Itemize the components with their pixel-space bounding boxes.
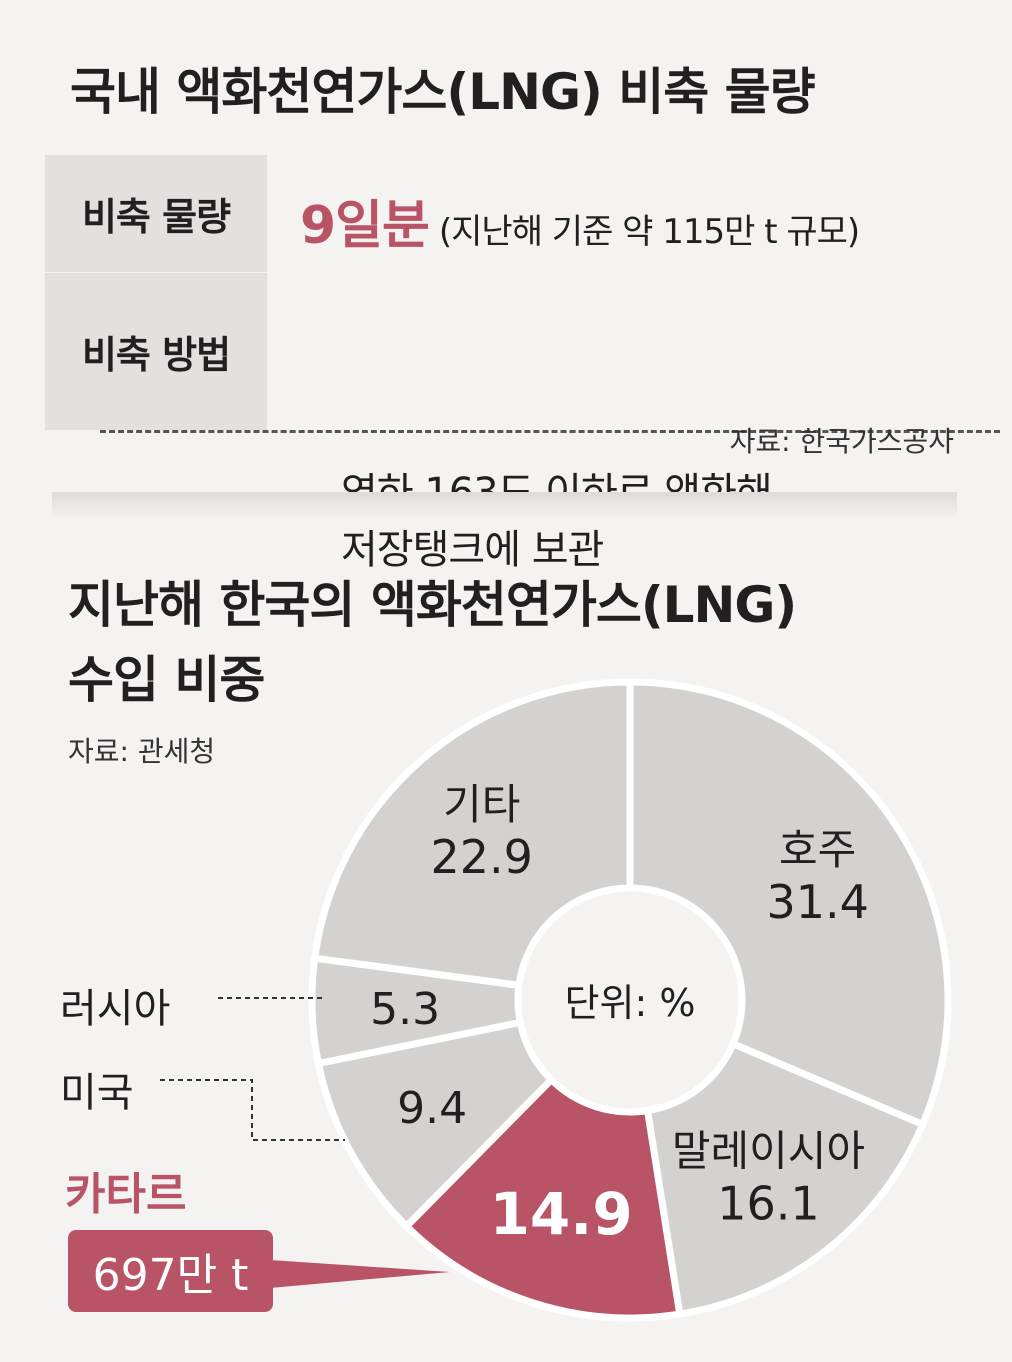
storage-days: 9일분 — [300, 196, 430, 256]
chart-unit-label: 단위: % — [565, 981, 696, 1025]
slice-2 — [401, 1074, 684, 1322]
slice-value-1: 16.1 — [717, 1176, 819, 1230]
slice-0 — [626, 678, 952, 1130]
source-note-2: 자료: 관세청 — [68, 735, 216, 768]
slice-5 — [310, 678, 634, 990]
slice-value-0: 31.4 — [766, 875, 868, 929]
qatar-callout-pointer — [270, 1260, 450, 1288]
slice-3 — [314, 1018, 557, 1232]
qatar-volume-badge: 697만 t — [68, 1230, 273, 1312]
slice-value-3: 9.4 — [397, 1083, 467, 1134]
storage-volume-value: 9일분 (지난해 기준 약 115만 t 규모) — [300, 183, 860, 258]
slice-value-5: 22.9 — [431, 830, 533, 884]
slice-label-russia: 러시아 — [60, 986, 171, 1032]
leader-line-usa — [160, 1079, 345, 1141]
storage-note: (지난해 기준 약 115만 t 규모) — [438, 212, 860, 252]
section-divider — [52, 492, 957, 518]
storage-method-line-2: 저장탱크에 보관 — [341, 527, 604, 573]
slice-1 — [643, 1039, 928, 1319]
slice-value-4: 5.3 — [370, 984, 440, 1035]
source-note-1: 자료: 한국가스공사 — [729, 425, 954, 458]
slice-label-qatar: 카타르 — [65, 1169, 187, 1220]
page-title: 국내 액화천연가스(LNG) 비축 물량 — [70, 63, 816, 121]
row-header-storage-volume: 비축 물량 — [45, 155, 267, 272]
slice-label-usa: 미국 — [60, 1070, 134, 1116]
slice-value-2: 14.9 — [490, 1180, 633, 1248]
slice-name-1: 말레이시아 — [672, 1126, 865, 1175]
row-header-storage-method: 비축 방법 — [45, 273, 267, 430]
slice-name-0: 호주 — [779, 825, 856, 874]
chart-title-line-1: 지난해 한국의 액화천연가스(LNG) — [68, 576, 797, 634]
slice-name-5: 기타 — [443, 780, 520, 829]
row-divider — [100, 430, 1000, 433]
chart-title-line-2: 수입 비중 — [68, 651, 265, 709]
